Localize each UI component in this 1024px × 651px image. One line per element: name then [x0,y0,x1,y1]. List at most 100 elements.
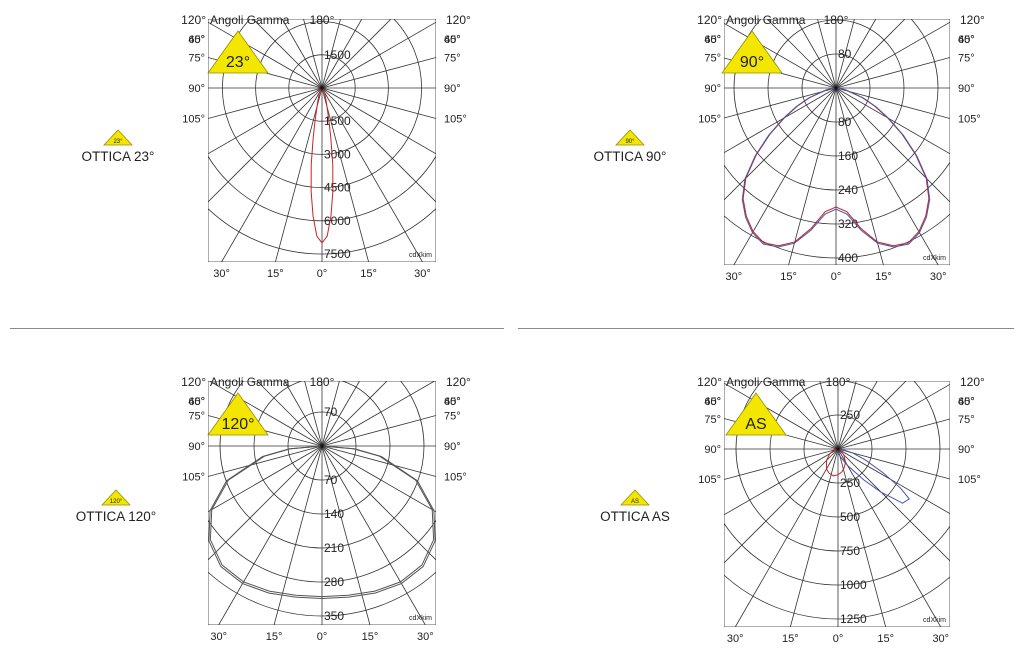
header-title: Angoli Gamma [210,13,290,27]
header-angle-right: 120° [960,375,985,389]
grid-ray [837,448,950,480]
triangle-badge-icon: 120° [101,489,131,506]
right-angle-label: 90° [444,441,461,453]
polar-chart-120: 120° Angoli Gamma 180° 120° 105° 105° 90° 90° 75… [181,375,471,643]
triangle-badge-icon: 90° [615,129,645,146]
bottom-angle-label: 15° [875,271,892,283]
grid-ray [837,381,878,450]
radial-value-label: 750 [840,544,860,558]
grid-ray [321,87,436,119]
polar-chart-90: 120° Angoli Gamma 180° 120° 105° 105° 90° 90° 75… [697,13,985,283]
grid-ray [837,448,887,627]
bottom-angle-label: 15° [266,631,283,643]
watermark-logo: cdXkim [923,617,946,624]
left-angle-label: 90° [188,83,205,95]
right-angle-label: 75° [444,410,461,422]
grid-ray [837,448,942,627]
divider-right [518,328,1014,329]
right-angle-label: 45° [958,396,975,408]
optic-badge-text: AS [745,416,766,433]
bottom-angle-label: 15° [267,268,284,280]
polar-grid [208,381,436,625]
grid-ray [304,381,323,447]
grid-ray [284,381,323,447]
grid-ray [321,57,436,89]
radial-value-label: 140 [324,507,344,521]
intensity-curve [825,448,846,477]
right-angle-label: 90° [958,83,975,95]
left-angle-label: 45° [188,396,205,408]
grid-ray [724,382,839,450]
optic-badge-text: 23° [226,54,250,71]
right-angle-label: 45° [444,396,461,408]
optic-badge-icon [207,392,269,436]
grid-ray [321,87,436,155]
grid-ray [321,87,436,203]
grid-ray [208,445,323,561]
grid-ray [724,87,837,119]
left-angle-label: 75° [188,52,205,64]
grid-ray [208,21,323,89]
radial-value-label-upper: 80 [838,47,852,61]
radial-value-label: 4500 [324,181,351,195]
grid-ray [837,381,857,450]
bottom-angle-label: 0° [317,268,328,280]
watermark-logo: cdXkim [409,252,432,259]
polar-grid [724,381,950,627]
grid-ray [835,19,877,89]
grid-ray [256,381,323,447]
bottom-angle-label: 30° [930,271,947,283]
chart-origin [834,86,838,90]
optic-label-23: 23° OTTICA 23° [28,129,208,164]
right-angle-label: 60° [958,396,975,408]
bottom-angle-label: 30° [414,268,431,280]
radial-value-label: 280 [324,575,344,589]
bottom-angle-label: 30° [213,268,230,280]
grid-ray [724,87,837,154]
grid-ray [769,381,839,450]
optic-badge-text: 120° [221,416,254,433]
polar-grid [208,19,436,262]
grid-ray [321,445,436,477]
grid-ray [303,19,323,89]
chart-origin [320,86,324,90]
left-angle-label: 45° [704,396,721,408]
radial-value-label: 7500 [324,247,351,261]
intensity-curve [209,445,435,598]
grid-ray [837,383,950,450]
bottom-angle-label: 30° [932,633,949,645]
triangle-badge-text: 90° [625,139,635,145]
right-angle-label: 75° [958,52,975,64]
optic-label-120: 120° OTTICA 120° [26,489,206,524]
radial-value-label-upper: 250 [840,408,860,422]
grid-ray [274,87,323,262]
grid-ray [835,87,950,155]
optic-badge-icon [721,30,783,74]
grid-ray [724,22,837,89]
grid-ray [835,19,855,89]
grid-ray [789,448,839,627]
intensity-curve [208,445,436,600]
header-angle-right: 120° [446,13,471,27]
grid-ray [321,87,370,262]
grid-ray [321,381,360,447]
grid-ray [208,445,323,477]
optic-label-90: 90° OTTICA 90° [540,129,720,164]
grid-ray [724,448,839,564]
left-angle-label: 60° [704,396,721,408]
right-angle-label: 45° [444,34,461,46]
grid-ray [208,87,323,155]
triangle-badge-text: 120° [110,499,123,505]
radial-value-label: 250 [840,476,860,490]
right-angle-label: 105° [958,114,981,126]
optic-badge-icon [725,392,787,436]
chart-origin [836,447,840,451]
grid-ray [788,87,837,265]
header-angle-top: 180° [824,13,849,27]
watermark-logo: cdXkim [409,615,432,622]
grid-ray [837,418,950,450]
bottom-angle-label: 30° [725,271,742,283]
polar-chart-as: 120° Angoli Gamma 180° 120° 105° 105° 90° 90° 75… [697,375,985,645]
grid-ray [321,381,435,447]
right-angle-label: 60° [444,34,461,46]
